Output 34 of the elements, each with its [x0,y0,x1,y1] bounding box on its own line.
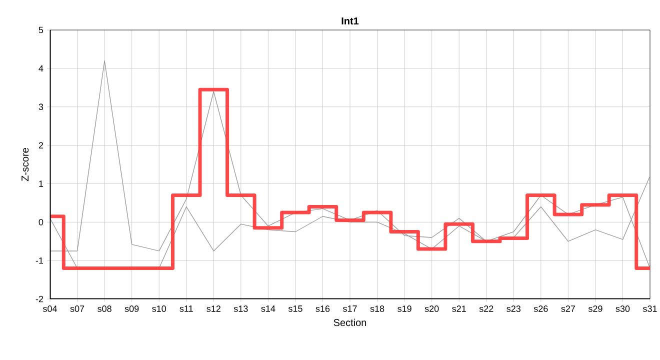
y-tick-label: 5 [38,26,44,34]
x-tick-label: s29 [588,306,602,312]
x-tick-label: s11 [180,306,193,312]
x-tick-label: s12 [206,306,220,312]
x-tick-label: s09 [124,306,139,312]
x-tick-label: s22 [479,306,494,312]
x-tick-label: s04 [43,306,57,312]
x-tick-label: s13 [234,306,248,312]
y-tick-label: 0 [38,218,44,226]
x-axis-title: Section [334,318,366,326]
y-tick-label: -2 [36,296,44,302]
y-tick-label: -1 [36,257,44,264]
y-tick-label: 4 [38,65,44,72]
chart-title: Int1 [342,18,359,24]
x-tick-label: s27 [561,306,575,312]
y-axis-title: Z-score [22,148,29,182]
x-tick-label: s10 [152,306,166,312]
x-tick-label: s17 [343,306,357,312]
x-tick-label: s07 [70,306,84,312]
x-tick-label: s23 [506,306,520,312]
x-tick-label: s15 [288,306,302,312]
x-tick-label: s31 [643,306,657,312]
x-tick-label: s19 [398,306,412,312]
x-tick-label: s16 [316,306,330,312]
x-tick-label: s18 [370,306,384,312]
x-tick-label: s30 [616,306,630,312]
x-tick-label: s08 [98,306,112,312]
y-tick-label: 1 [39,180,44,187]
x-tick-label: s14 [261,306,276,312]
y-tick-label: 3 [38,104,44,110]
y-tick-label: 2 [38,142,44,148]
x-tick-label: s20 [424,306,439,312]
x-tick-label: s26 [534,306,548,312]
x-tick-label: s21 [452,306,466,312]
